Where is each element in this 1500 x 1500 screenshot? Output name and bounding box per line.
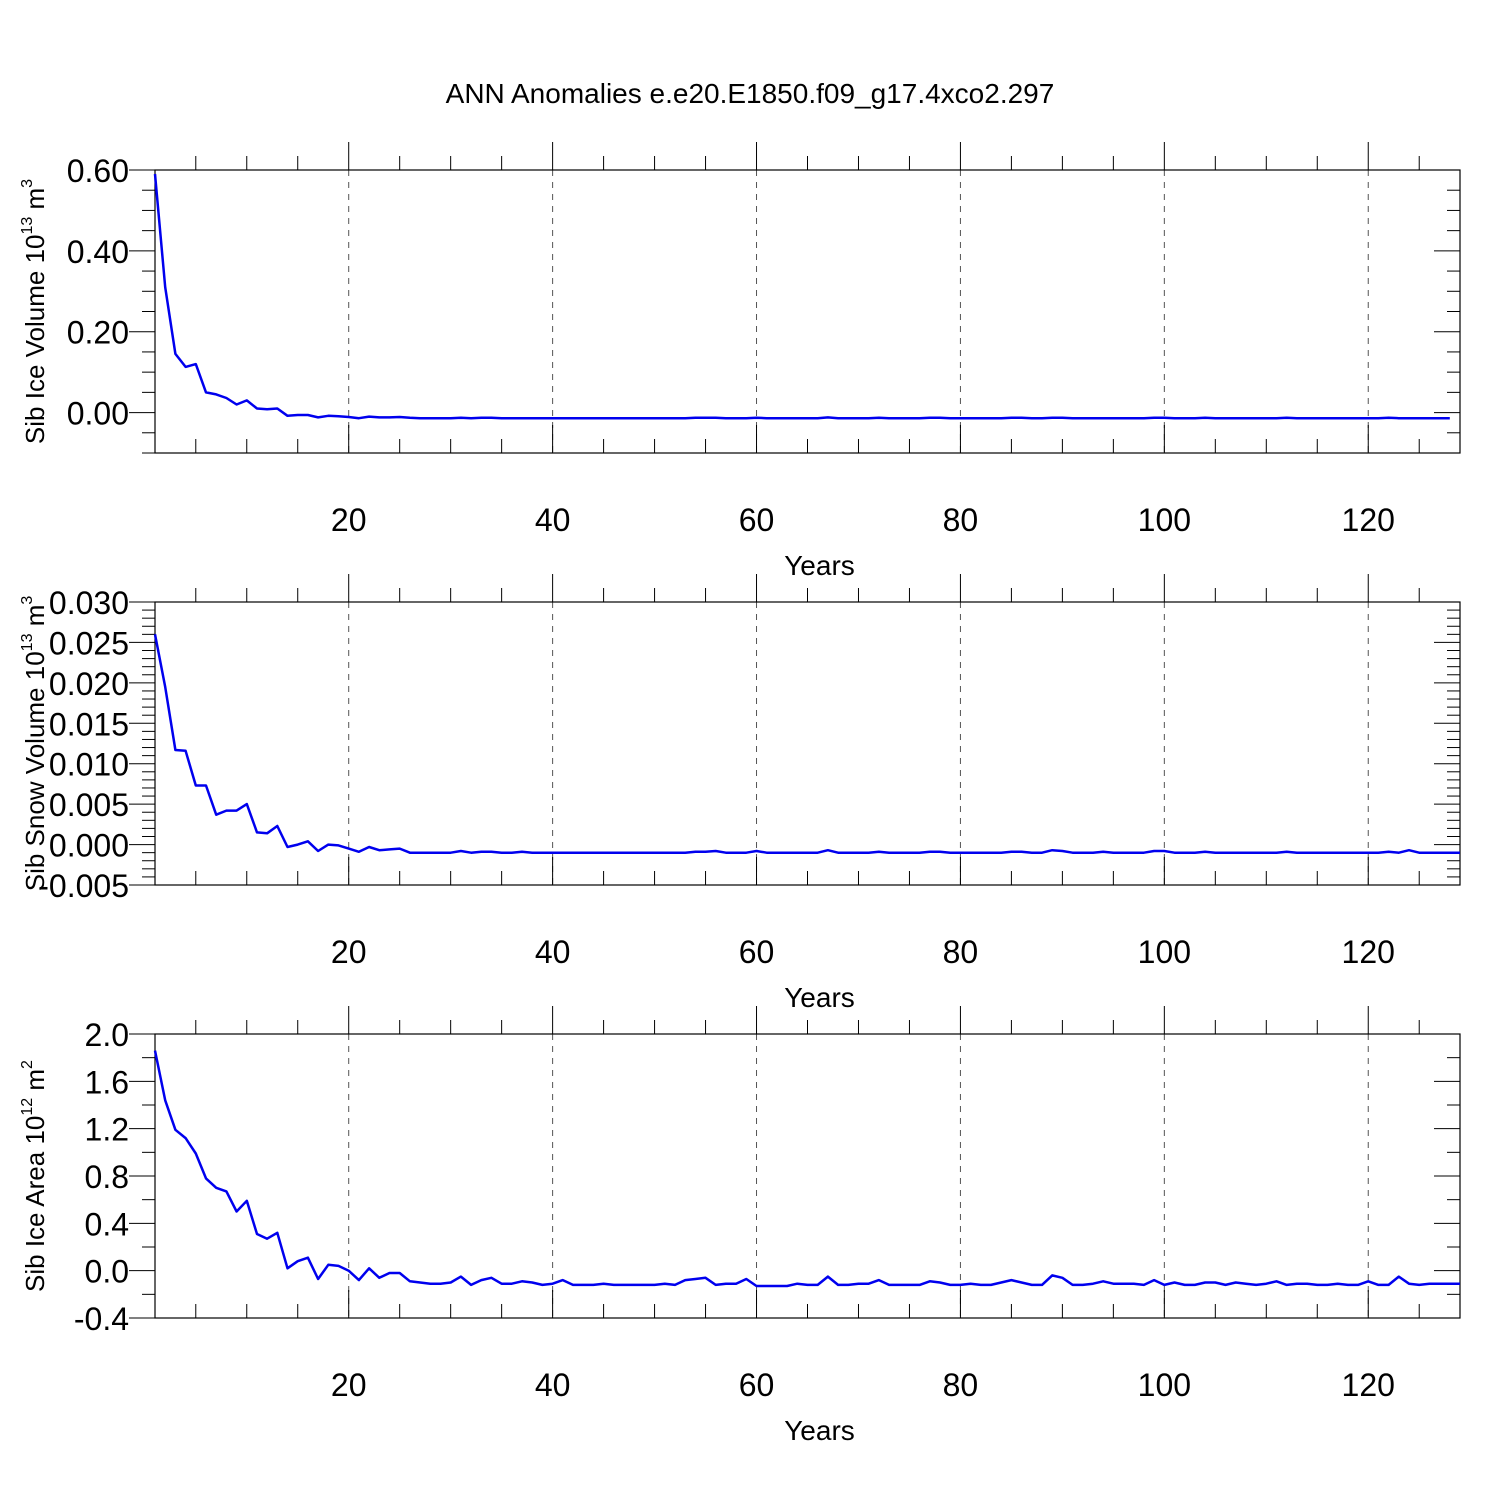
series-line	[153, 173, 1450, 420]
y-tick-label: 1.6	[85, 1064, 129, 1100]
y-tick-label: 0.030	[49, 585, 129, 621]
y-axis-label: Sib Snow Volume 1013 m3	[19, 596, 50, 892]
y-tick-label: 0.4	[85, 1206, 129, 1242]
y-tick-label: 0.020	[49, 666, 129, 702]
x-axis-label: Years	[784, 1415, 855, 1446]
y-tick-label: 0.00	[67, 396, 129, 432]
x-tick-label: 120	[1342, 502, 1395, 538]
x-tick-label: 120	[1342, 934, 1395, 970]
x-tick-label: 80	[943, 934, 979, 970]
plot-frame	[154, 169, 1461, 454]
x-tick-label: 60	[739, 1367, 775, 1403]
x-tick-label: 40	[535, 502, 571, 538]
x-tick-label: 120	[1342, 1367, 1395, 1403]
x-axis-label: Years	[784, 550, 855, 581]
y-tick-label: 0.0	[85, 1254, 129, 1290]
series-line	[153, 634, 1460, 854]
x-tick-label: 60	[739, 502, 775, 538]
x-tick-label: 80	[943, 502, 979, 538]
panel-3: 20 40 60 80 100 120 -0.4 0.0 0.4 0.8 1.2 1.6 2.0 Year…	[19, 1006, 1461, 1446]
x-tick-label: 80	[943, 1367, 979, 1403]
x-tick-label: 40	[535, 934, 571, 970]
x-tick-label: 40	[535, 1367, 571, 1403]
y-tick-label: 0.005	[49, 787, 129, 823]
y-tick-label: 0.20	[67, 315, 129, 351]
y-tick-label: 0.8	[85, 1159, 129, 1195]
series-line	[153, 1050, 1460, 1288]
y-tick-label: 0.40	[67, 234, 129, 270]
x-tick-label: 20	[331, 934, 367, 970]
y-axis-label: Sib Ice Volume 1013 m3	[19, 179, 50, 444]
y-tick-label: 0.000	[49, 828, 129, 864]
x-tick-label: 60	[739, 934, 775, 970]
x-tick-label: 100	[1138, 934, 1191, 970]
y-tick-label: 0.015	[49, 706, 129, 742]
x-tick-label: 20	[331, 1367, 367, 1403]
x-tick-label: 100	[1138, 1367, 1191, 1403]
x-tick-label: 100	[1138, 502, 1191, 538]
panel-2: 20 40 60 80 100 120 -0.005 0.000 0.005 0.010 0.015…	[19, 574, 1461, 1013]
y-axis-label: Sib Ice Area 1012 m2	[19, 1060, 50, 1292]
y-tick-label: 1.2	[85, 1112, 129, 1148]
y-tick-label: -0.005	[38, 868, 129, 904]
plot-frame	[154, 1033, 1461, 1319]
page-title: ANN Anomalies e.e20.E1850.f09_g17.4xco2.…	[445, 78, 1055, 109]
x-tick-label: 20	[331, 502, 367, 538]
y-tick-label: 0.025	[49, 625, 129, 661]
y-tick-label: 2.0	[85, 1017, 129, 1053]
y-tick-label: -0.4	[74, 1301, 129, 1337]
y-tick-label: 0.010	[49, 747, 129, 783]
y-tick-label: 0.60	[67, 153, 129, 189]
x-axis-label: Years	[784, 982, 855, 1013]
panel-1: 20 40 60 80 100 120 0.00 0.20 0.40 0.60 Years Sib I…	[19, 142, 1461, 581]
plot-frame	[154, 601, 1461, 886]
